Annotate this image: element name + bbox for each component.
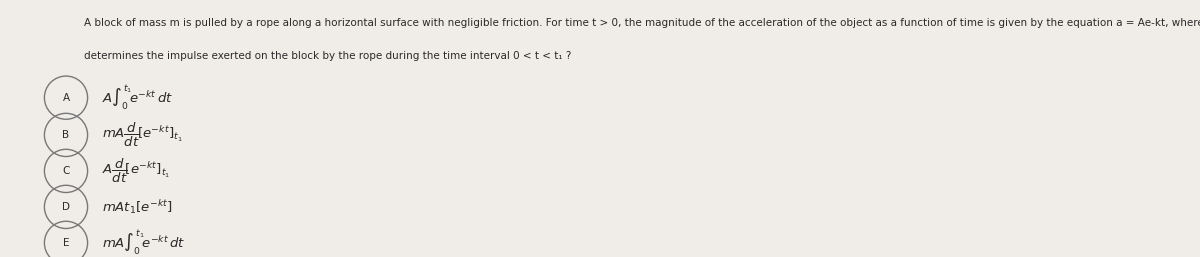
Text: $A\int_0^{t_1}\!e^{-kt}\,dt$: $A\int_0^{t_1}\!e^{-kt}\,dt$ (102, 83, 173, 112)
Text: $A\dfrac{d}{dt}\!\left[e^{-kt}\right]_{t_1}$: $A\dfrac{d}{dt}\!\left[e^{-kt}\right]_{t… (102, 157, 170, 185)
Text: $mA\dfrac{d}{dt}\!\left[e^{-kt}\right]_{t_1}$: $mA\dfrac{d}{dt}\!\left[e^{-kt}\right]_{… (102, 121, 182, 149)
Text: B: B (62, 130, 70, 140)
Text: $mA\int_0^{t_1}\!e^{-kt}\,dt$: $mA\int_0^{t_1}\!e^{-kt}\,dt$ (102, 228, 185, 257)
Text: C: C (62, 166, 70, 176)
Text: A block of mass m is pulled by a rope along a horizontal surface with negligible: A block of mass m is pulled by a rope al… (84, 18, 1200, 28)
Text: E: E (62, 238, 70, 248)
Text: $mAt_1\left[e^{-kt}\right]$: $mAt_1\left[e^{-kt}\right]$ (102, 198, 173, 216)
Text: D: D (62, 202, 70, 212)
Text: A: A (62, 93, 70, 103)
Text: determines the impulse exerted on the block by the rope during the time interval: determines the impulse exerted on the bl… (84, 51, 571, 61)
